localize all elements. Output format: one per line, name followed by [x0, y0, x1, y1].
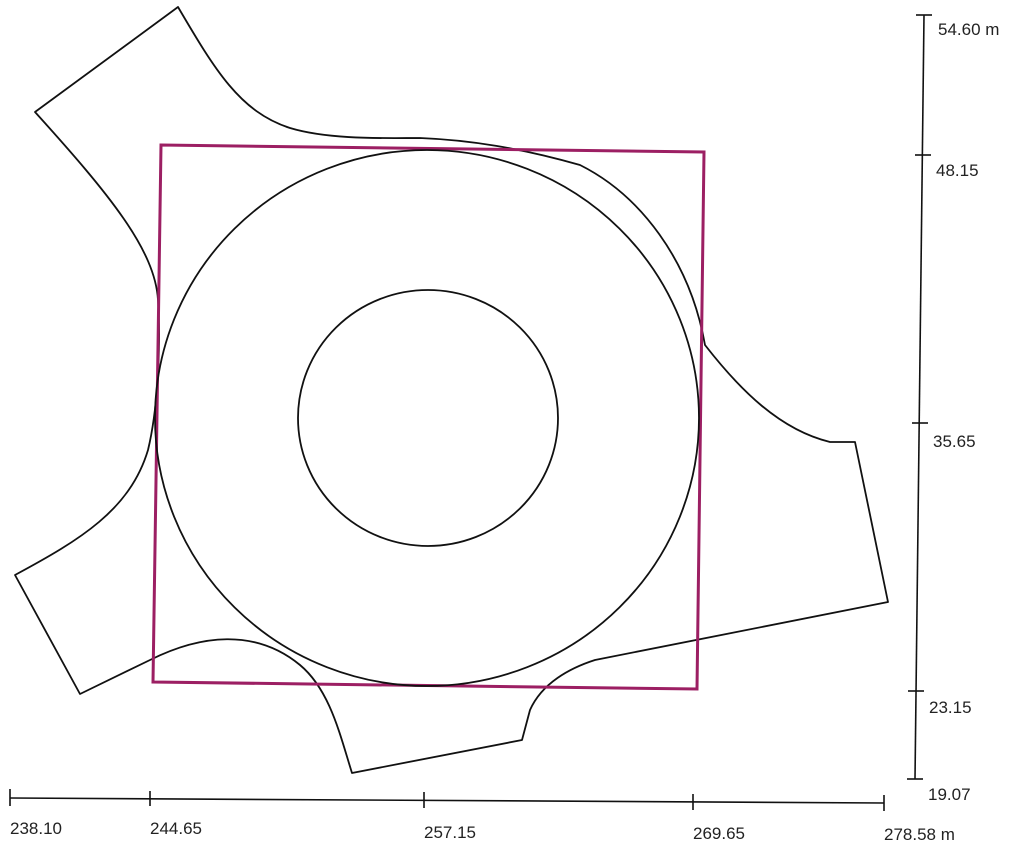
y-tick-label: 23.15: [929, 698, 972, 717]
bounding-box: [151, 143, 706, 691]
y-axis: 54.60 m 48.15 35.65 23.15 19.07: [907, 14, 999, 804]
y-tick-label: 35.65: [933, 432, 976, 451]
x-tick-label: 244.65: [150, 819, 202, 838]
outer-circle: [154, 149, 700, 687]
road-outline: [14, 6, 889, 774]
central-island: [297, 289, 559, 547]
y-tick-label: 48.15: [936, 161, 979, 180]
x-tick-label: 278.58 m: [884, 825, 955, 844]
y-axis-line: [914, 14, 925, 780]
y-tick-label: 19.07: [928, 785, 971, 804]
x-tick-label: 269.65: [693, 824, 745, 843]
y-tick-label: 54.60 m: [938, 20, 999, 39]
x-tick-label: 257.15: [424, 823, 476, 842]
x-axis: 238.10 244.65 257.15 269.65 278.58 m: [9, 789, 955, 844]
x-tick-label: 238.10: [10, 819, 62, 838]
x-axis-line: [9, 797, 885, 804]
